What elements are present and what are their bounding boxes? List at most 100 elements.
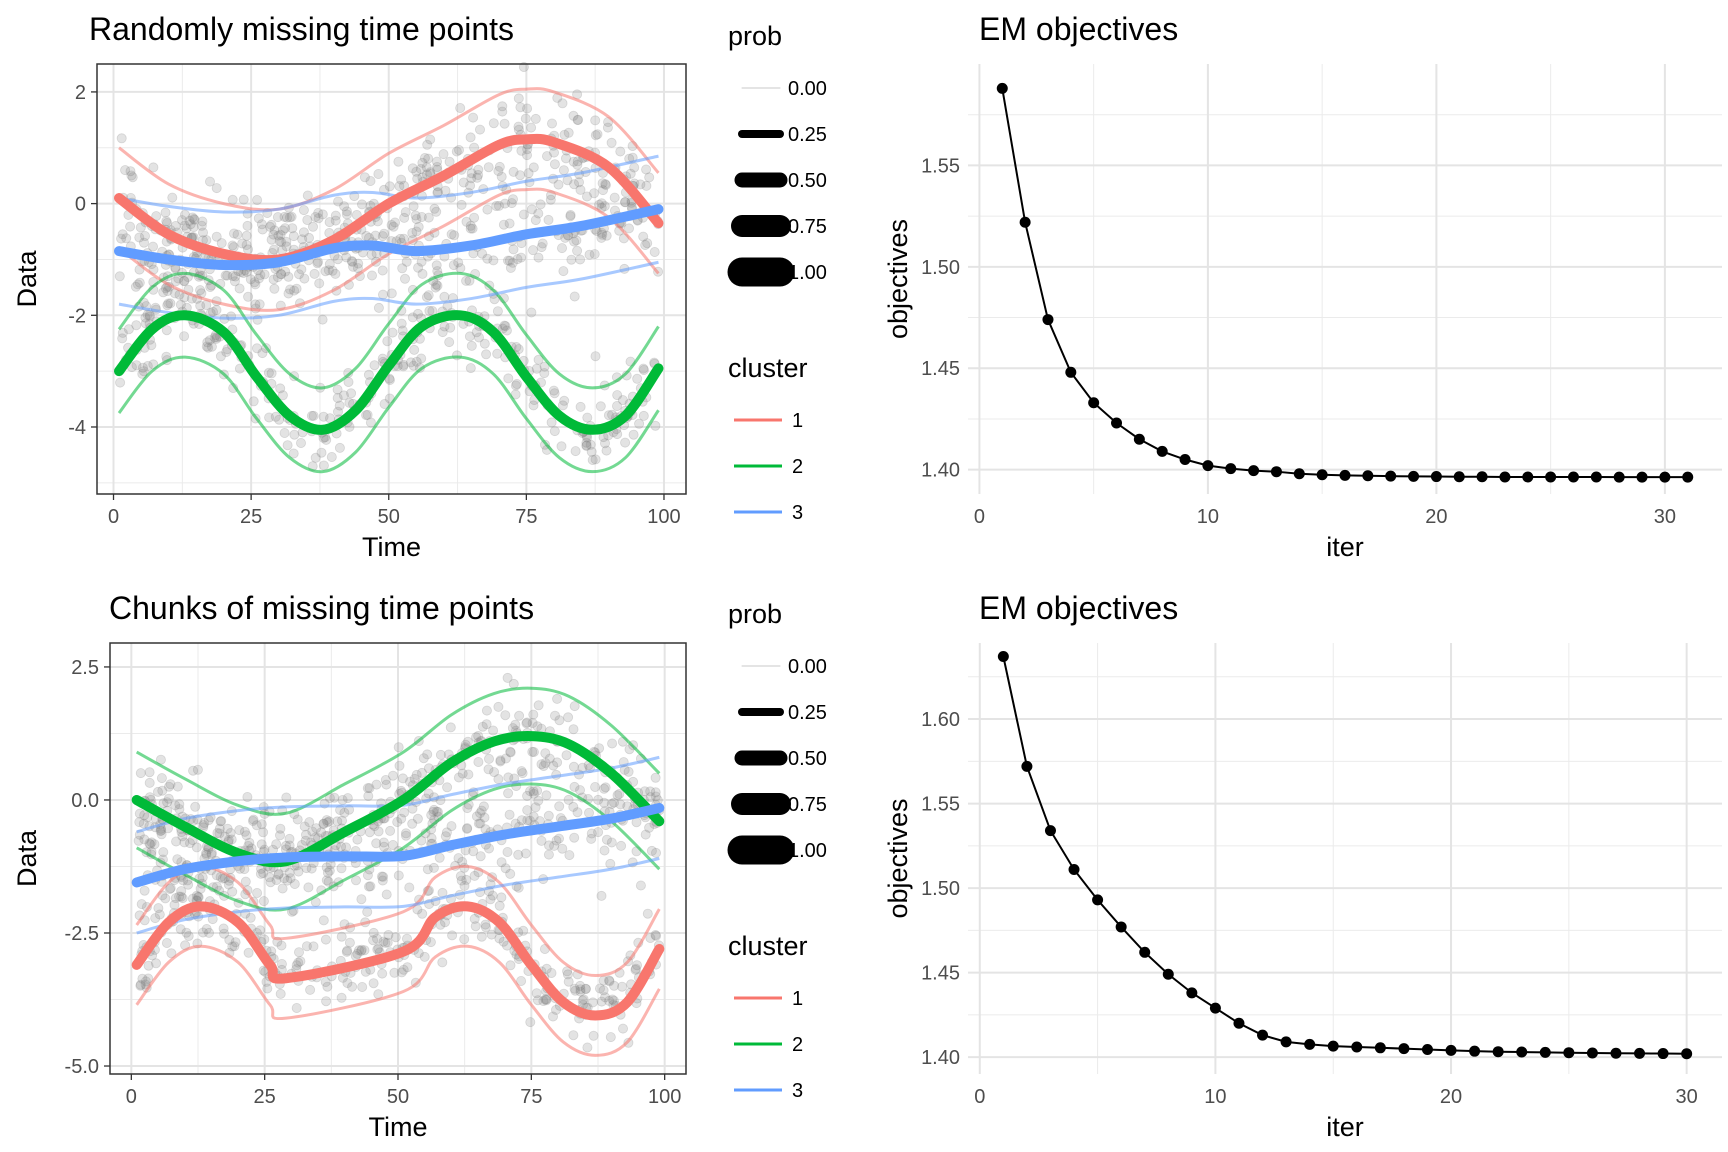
- data-point: [363, 881, 374, 892]
- data-point: [498, 936, 509, 947]
- data-point: [313, 213, 324, 224]
- data-point: [199, 818, 210, 829]
- data-point: [597, 178, 608, 189]
- data-point: [417, 908, 428, 919]
- data-point: [599, 201, 610, 212]
- data-point: [528, 786, 539, 797]
- data-point: [559, 129, 570, 140]
- objective-point: [1469, 1045, 1481, 1057]
- data-point: [503, 788, 514, 799]
- objective-point: [1499, 471, 1511, 483]
- data-point: [479, 812, 490, 823]
- data-point: [561, 750, 572, 761]
- data-point: [281, 241, 292, 252]
- data-point: [615, 146, 626, 157]
- data-point: [174, 804, 185, 815]
- data-point: [131, 360, 142, 371]
- data-point: [357, 982, 368, 993]
- data-point: [293, 866, 304, 877]
- data-point: [522, 805, 533, 816]
- data-point: [571, 235, 582, 246]
- data-point: [356, 944, 367, 955]
- data-point: [362, 906, 373, 917]
- data-point: [379, 228, 390, 239]
- data-point: [337, 795, 348, 806]
- data-point: [380, 937, 391, 948]
- data-point: [171, 836, 182, 847]
- data-point: [518, 209, 529, 220]
- chart-title: EM objectives: [979, 590, 1178, 626]
- data-point: [572, 156, 583, 167]
- data-point: [314, 278, 325, 289]
- data-point: [116, 133, 127, 144]
- data-point: [299, 273, 310, 284]
- data-point: [376, 871, 387, 882]
- data-point: [428, 862, 439, 873]
- data-point: [165, 779, 176, 790]
- objective-point: [1162, 968, 1174, 980]
- y-tick-label: 1.55: [921, 794, 960, 816]
- data-point: [412, 308, 423, 319]
- data-point: [604, 995, 615, 1006]
- data-point: [234, 363, 245, 374]
- data-point: [566, 254, 577, 265]
- data-point: [139, 230, 150, 241]
- data-point: [469, 870, 480, 881]
- data-point: [393, 742, 404, 753]
- data-point: [455, 871, 466, 882]
- data-point: [301, 941, 312, 952]
- objective-point: [1659, 471, 1671, 483]
- data-point: [575, 254, 586, 265]
- data-point: [561, 153, 572, 164]
- data-point: [320, 266, 331, 277]
- data-point: [481, 705, 492, 716]
- data-point: [324, 816, 335, 827]
- data-point: [630, 963, 641, 974]
- data-point: [238, 194, 249, 205]
- data-point: [216, 816, 227, 827]
- data-point: [368, 978, 379, 989]
- data-point: [243, 291, 254, 302]
- data-point: [599, 783, 610, 794]
- data-point: [600, 179, 611, 190]
- data-point: [179, 209, 190, 220]
- data-point: [465, 180, 476, 191]
- data-point: [526, 307, 537, 318]
- data-point: [138, 366, 149, 377]
- panel-border: [96, 63, 687, 495]
- data-point: [513, 93, 524, 104]
- data-point: [322, 867, 333, 878]
- data-point: [528, 400, 539, 411]
- data-point: [201, 341, 212, 352]
- data-point: [179, 837, 190, 848]
- data-point: [273, 868, 284, 879]
- data-point: [269, 283, 280, 294]
- data-point: [318, 460, 329, 471]
- data-point: [324, 217, 335, 228]
- data-point: [638, 410, 649, 421]
- data-point: [277, 225, 288, 236]
- data-point: [596, 890, 607, 901]
- y-tick-label: 2: [75, 82, 86, 104]
- data-point: [121, 233, 132, 244]
- data-point: [369, 360, 380, 371]
- data-point: [473, 332, 484, 343]
- data-point: [516, 252, 527, 263]
- data-point: [574, 177, 585, 188]
- objective-point: [1613, 471, 1625, 483]
- data-point: [572, 159, 583, 170]
- data-point: [532, 785, 543, 796]
- data-point: [337, 972, 348, 983]
- data-point: [439, 291, 450, 302]
- data-point: [483, 843, 494, 854]
- data-point: [465, 132, 476, 143]
- data-point: [607, 994, 618, 1005]
- objective-point: [997, 651, 1009, 663]
- objective-point: [1681, 1048, 1693, 1060]
- data-point: [158, 847, 169, 858]
- data-point: [549, 426, 560, 437]
- y-tick-label: 1.50: [921, 257, 960, 279]
- data-point: [137, 362, 148, 373]
- data-point: [522, 790, 533, 801]
- data-point: [283, 271, 294, 282]
